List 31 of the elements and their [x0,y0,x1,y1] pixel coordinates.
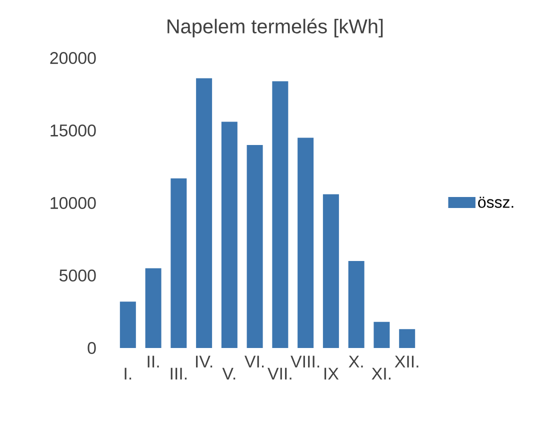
x-tick-label: III. [170,368,187,380]
y-tick-label: 0 [88,342,96,354]
bar [374,322,390,348]
x-tick-label: VII. [268,368,292,380]
chart-title: Napelem termelés [kWh] [168,18,383,38]
bar [272,81,288,348]
y-tick-label: 20000 [50,52,96,64]
x-tick-label: IX [324,368,339,380]
bar [298,138,314,348]
x-tick-label: V. [222,368,236,380]
bar [246,144,263,348]
y-tick-label: 10000 [50,197,96,209]
bar [399,329,416,348]
legend-label: össz. [478,196,514,208]
x-tick-label: XII. [394,356,418,368]
bar [145,268,162,348]
bar [322,194,339,348]
bar [170,178,187,348]
x-tick-label: VIII. [290,356,320,368]
bar [348,261,364,348]
x-tick-label: IV. [196,356,212,368]
x-tick-label: II. [148,356,159,368]
y-tick-label: 15000 [50,124,96,136]
bar [120,302,136,348]
x-tick-label: I. [124,368,132,380]
x-tick-label: XI. [372,368,391,380]
bar [221,122,238,348]
bar [196,78,212,348]
y-tick-label: 5000 [59,270,96,282]
x-tick-label: X. [348,356,363,368]
x-tick-label: VI. [244,356,264,368]
